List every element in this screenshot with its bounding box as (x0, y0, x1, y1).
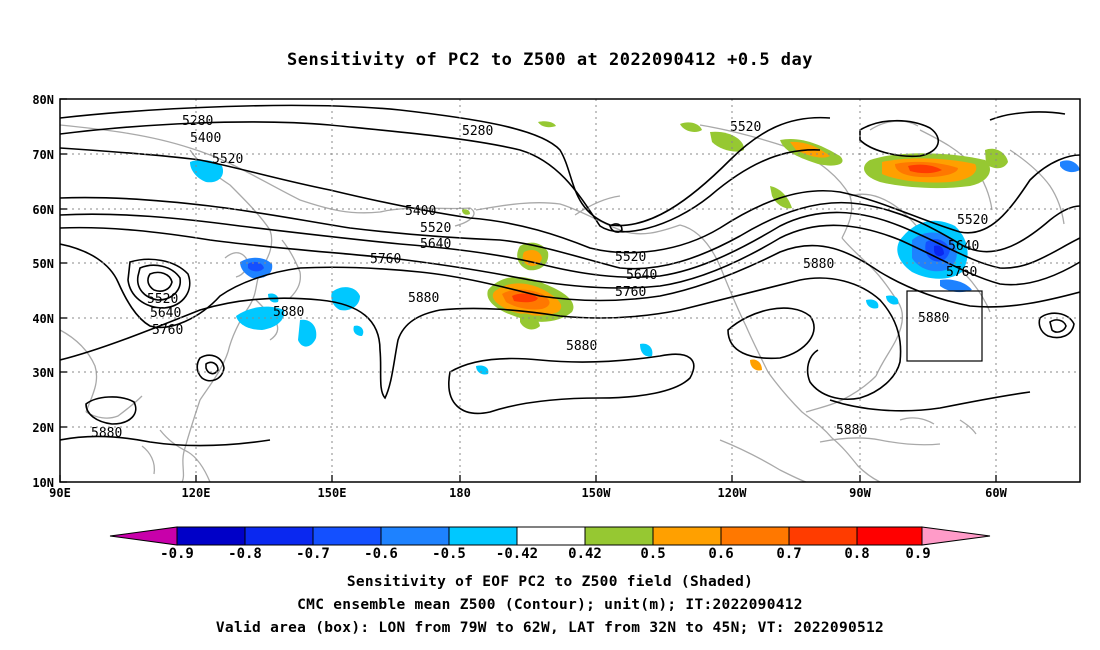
figure-title: Sensitivity of PC2 to Z500 at 2022090412… (286, 50, 813, 70)
colorbar-label: 0.8 (844, 546, 869, 562)
colorbar-label: -0.42 (496, 546, 538, 562)
colorbar-swatch (380, 526, 450, 546)
axis-ticks (59, 98, 997, 483)
z500-contours (60, 104, 1080, 447)
colorbar: -0.9 -0.8 -0.7 -0.6 -0.5 -0.42 0.42 0.5 … (109, 526, 991, 562)
colorbar-label: 0.9 (905, 546, 930, 562)
colorbar-swatch (516, 526, 586, 546)
contour-label: 5520 (420, 221, 451, 236)
contour-label: 5880 (836, 423, 867, 438)
valid-area-box (906, 290, 983, 362)
lon-label: 60W (985, 486, 1007, 500)
lon-label: 150W (582, 486, 612, 500)
lon-label: 90W (849, 486, 871, 500)
lon-label: 150E (318, 486, 347, 500)
lon-label: 120E (182, 486, 211, 500)
contour-label: 5520 (615, 250, 646, 265)
contour-label: 5880 (408, 291, 439, 306)
colorbar-swatch (448, 526, 518, 546)
caption-valid-area: Valid area (box): LON from 79W to 62W, L… (215, 620, 885, 636)
lat-label: 50N (32, 257, 54, 271)
contour-labels: 5280 5400 5520 5280 5520 5400 5520 5640 … (91, 114, 988, 441)
colorbar-swatch (652, 526, 722, 546)
map-plot-area: 5280 5400 5520 5280 5520 5400 5520 5640 … (60, 99, 1080, 482)
contour-label: 5640 (150, 306, 181, 321)
colorbar-label: -0.5 (432, 546, 466, 562)
contour-label: 5520 (147, 292, 178, 307)
contour-label: 5880 (803, 257, 834, 272)
colorbar-label: -0.7 (296, 546, 330, 562)
colorbar-swatch (244, 526, 314, 546)
lat-label: 20N (32, 421, 54, 435)
contour-label: 5880 (91, 426, 122, 441)
contour-label: 5280 (462, 124, 493, 139)
lat-label: 10N (32, 476, 54, 490)
colorbar-high-triangle (921, 526, 991, 546)
contour-label: 5640 (420, 237, 451, 252)
colorbar-swatch (176, 526, 246, 546)
caption-contour: CMC ensemble mean Z500 (Contour); unit(m… (297, 597, 803, 613)
contour-label: 5640 (626, 268, 657, 283)
lon-label: 180 (449, 486, 471, 500)
colorbar-swatch (584, 526, 654, 546)
colorbar-label: -0.9 (160, 546, 194, 562)
colorbar-label: 0.7 (776, 546, 801, 562)
contour-label: 5520 (957, 213, 988, 228)
colorbar-swatch (788, 526, 858, 546)
contour-label: 5400 (190, 131, 221, 146)
lon-label: 120W (718, 486, 748, 500)
longitude-labels: 90E 120E 150E 180 150W 120W 90W 60W (49, 486, 1007, 500)
plot-frame (59, 98, 1081, 483)
latitude-labels: 80N 70N 60N 50N 40N 30N 20N 10N (32, 93, 54, 490)
lat-label: 60N (32, 203, 54, 217)
colorbar-label: -0.6 (364, 546, 398, 562)
colorbar-low-triangle (109, 526, 178, 546)
contour-label: 5400 (405, 204, 436, 219)
lat-label: 80N (32, 93, 54, 107)
colorbar-label: -0.8 (228, 546, 262, 562)
lat-label: 30N (32, 366, 54, 380)
lat-label: 40N (32, 312, 54, 326)
contour-label: 5640 (948, 239, 979, 254)
contour-label: 5760 (370, 252, 401, 267)
contour-label: 5880 (566, 339, 597, 354)
contour-label: 5760 (946, 265, 977, 280)
colorbar-swatch (856, 526, 923, 546)
lon-label: 90E (49, 486, 71, 500)
contour-label: 5880 (918, 311, 949, 326)
lat-lon-grid (60, 99, 1080, 482)
contour-label: 5880 (273, 305, 304, 320)
caption-shading: Sensitivity of EOF PC2 to Z500 field (Sh… (346, 574, 754, 590)
contour-label: 5280 (182, 114, 213, 129)
contour-label: 5520 (212, 152, 243, 167)
lat-label: 70N (32, 148, 54, 162)
colorbar-label: 0.5 (640, 546, 665, 562)
contour-label: 5520 (730, 120, 761, 135)
colorbar-swatch (312, 526, 382, 546)
colorbar-label: 0.6 (708, 546, 733, 562)
colorbar-swatch (720, 526, 790, 546)
colorbar-label: 0.42 (568, 546, 602, 562)
contour-label: 5760 (615, 285, 646, 300)
contour-label: 5760 (152, 323, 183, 338)
